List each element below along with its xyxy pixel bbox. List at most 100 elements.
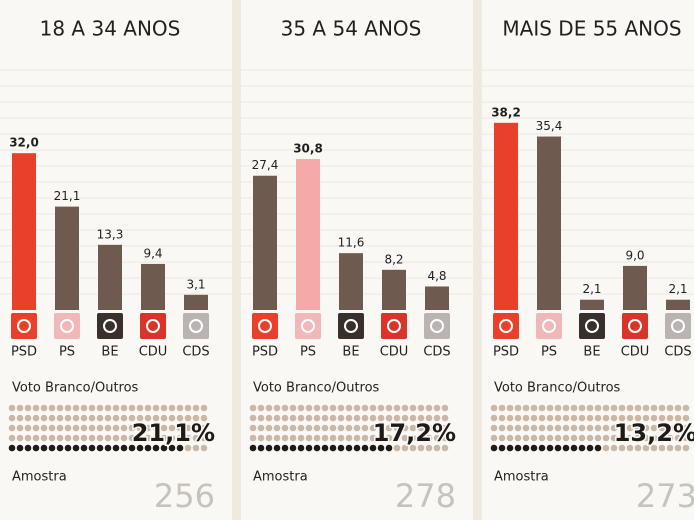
party-icon — [424, 313, 450, 339]
party-icon-glyph — [671, 319, 685, 333]
dot-empty — [538, 404, 546, 412]
dot-empty — [184, 444, 192, 452]
dot-empty — [273, 434, 281, 442]
dot-empty — [136, 414, 144, 422]
dot-empty — [257, 404, 265, 412]
dot-empty — [634, 404, 642, 412]
dot-empty — [176, 404, 184, 412]
dot-empty — [160, 434, 168, 442]
sample-label: Amostra — [253, 470, 308, 485]
dot-empty — [120, 434, 128, 442]
dot-empty — [184, 404, 192, 412]
dot-empty — [506, 434, 514, 442]
dot-empty — [618, 414, 626, 422]
dot-empty — [674, 414, 682, 422]
dot-filled — [538, 444, 546, 452]
dot-filled — [257, 444, 265, 452]
dot-empty — [554, 414, 562, 422]
other-value-label: 21,1% — [132, 419, 215, 447]
dot-empty — [297, 434, 305, 442]
other-value-label: 13,2% — [614, 419, 694, 447]
dot-filled — [249, 444, 257, 452]
dot-empty — [128, 414, 136, 422]
dot-empty — [522, 434, 530, 442]
dot-filled — [32, 444, 40, 452]
dot-empty — [618, 404, 626, 412]
dot-empty — [64, 414, 72, 422]
dot-empty — [562, 424, 570, 432]
party-icon — [97, 313, 123, 339]
party-icon-glyph — [542, 319, 556, 333]
panel-title: 18 A 34 ANOS — [40, 17, 181, 41]
dot-empty — [642, 434, 650, 442]
dot-empty — [80, 404, 88, 412]
value-label: 8,2 — [384, 252, 403, 266]
dot-filled — [24, 444, 32, 452]
dot-empty — [24, 404, 32, 412]
dot-empty — [626, 444, 634, 452]
dot-filled — [16, 444, 24, 452]
dot-empty — [570, 404, 578, 412]
bar — [253, 175, 277, 310]
bar — [98, 244, 122, 310]
dot-empty — [425, 424, 433, 432]
value-label: 32,0 — [9, 136, 39, 150]
dot-empty — [417, 444, 425, 452]
dot-empty — [104, 404, 112, 412]
dot-empty — [297, 404, 305, 412]
dot-empty — [152, 404, 160, 412]
dot-empty — [441, 434, 449, 442]
dot-empty — [200, 414, 208, 422]
dot-empty — [393, 414, 401, 422]
category-label: BE — [101, 345, 118, 360]
dot-empty — [361, 424, 369, 432]
dot-empty — [249, 434, 257, 442]
other-dots — [490, 404, 690, 452]
dot-empty — [610, 444, 618, 452]
dot-filled — [136, 444, 144, 452]
dot-empty — [40, 424, 48, 432]
dot-empty — [441, 414, 449, 422]
dot-empty — [490, 424, 498, 432]
dot-empty — [152, 414, 160, 422]
dot-empty — [321, 424, 329, 432]
dot-empty — [393, 424, 401, 432]
dot-empty — [506, 414, 514, 422]
dot-empty — [16, 434, 24, 442]
sample-value: 278 — [395, 477, 456, 515]
dot-empty — [176, 434, 184, 442]
dot-empty — [265, 404, 273, 412]
dot-empty — [313, 414, 321, 422]
dot-empty — [96, 404, 104, 412]
dot-empty — [634, 424, 642, 432]
dot-empty — [273, 404, 281, 412]
dot-filled — [56, 444, 64, 452]
dot-empty — [112, 404, 120, 412]
dot-empty — [570, 414, 578, 422]
dot-empty — [490, 404, 498, 412]
dot-empty — [104, 424, 112, 432]
category-label: PSD — [252, 345, 278, 360]
bar — [494, 122, 518, 310]
dot-empty — [144, 424, 152, 432]
party-icon — [338, 313, 364, 339]
dot-empty — [586, 434, 594, 442]
dot-empty — [530, 434, 538, 442]
dot-empty — [200, 444, 208, 452]
category-label: PS — [541, 345, 557, 360]
dot-empty — [634, 434, 642, 442]
dot-filled — [546, 444, 554, 452]
dot-empty — [345, 434, 353, 442]
dot-empty — [184, 434, 192, 442]
dot-empty — [586, 404, 594, 412]
dot-empty — [441, 444, 449, 452]
dot-empty — [618, 444, 626, 452]
dot-empty — [297, 424, 305, 432]
dot-filled — [273, 444, 281, 452]
dot-filled — [96, 444, 104, 452]
dot-empty — [602, 424, 610, 432]
dot-empty — [554, 434, 562, 442]
dot-empty — [353, 424, 361, 432]
dot-filled — [506, 444, 514, 452]
